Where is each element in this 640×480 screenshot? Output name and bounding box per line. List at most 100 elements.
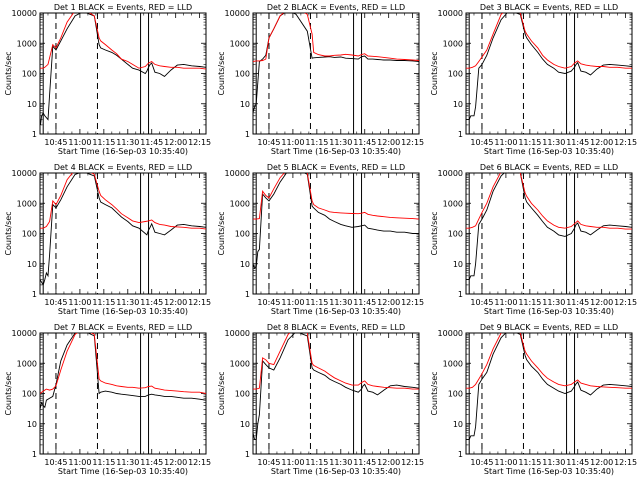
panel-det-8: Det 8 BLACK = Events, RED = LLD 1 10 100 100… [217, 323, 424, 476]
x-tick-label: 12:15 [188, 138, 211, 147]
x-tick-label: 11:30 [116, 138, 139, 147]
x-tick-label: 12:15 [401, 458, 424, 467]
panel-det-5: Det 5 BLACK = Events, RED = LLD 1 10 100 100… [217, 163, 424, 316]
series-group [253, 173, 419, 270]
x-tick-label: 12:00 [590, 298, 613, 307]
x-tick-label: 11:30 [329, 138, 352, 147]
panel-title: Det 8 BLACK = Events, RED = LLD [267, 323, 405, 332]
y-tick-label: 1000 [230, 199, 250, 208]
x-tick-label: 10:45 [44, 298, 67, 307]
x-tick-label: 12:15 [614, 138, 637, 147]
series-group [40, 13, 206, 125]
x-tick-label: 11:00 [68, 138, 91, 147]
y-tick-label: 10 [453, 100, 463, 109]
plot-frame [39, 12, 207, 135]
x-tick-label: 12:15 [188, 458, 211, 467]
lld-series-line [253, 333, 419, 390]
x-axis-title: Start Time (16-Sep-03 10:35:40) [271, 467, 401, 476]
plot-frame [252, 12, 420, 135]
y-tick-label: 1 [245, 290, 250, 299]
x-tick-label: 11:45 [140, 138, 163, 147]
lld-series-line [466, 13, 632, 69]
x-tick-label: 12:00 [164, 458, 187, 467]
series-group [466, 173, 632, 281]
y-tick-label: 1 [458, 130, 463, 139]
x-tick-label: 12:00 [377, 138, 400, 147]
x-tick-label: 10:45 [44, 138, 67, 147]
x-tick-label: 11:30 [116, 458, 139, 467]
y-tick-label: 10 [27, 100, 37, 109]
y-tick-label: 10 [240, 260, 250, 269]
x-tick-label: 11:30 [116, 298, 139, 307]
y-tick-label: 1 [458, 450, 463, 459]
events-series-line [253, 13, 419, 114]
y-tick-label: 100 [235, 390, 250, 399]
y-tick-label: 10 [453, 260, 463, 269]
y-tick-label: 100 [235, 230, 250, 239]
x-tick-label: 12:15 [614, 458, 637, 467]
x-tick-label: 11:30 [329, 458, 352, 467]
series-group [253, 333, 419, 441]
x-tick-label: 11:15 [305, 298, 328, 307]
y-axis-title: Counts/sec [4, 211, 13, 255]
y-tick-label: 1000 [443, 39, 463, 48]
x-tick-label: 10:45 [470, 458, 493, 467]
y-tick-label: 100 [448, 390, 463, 399]
x-tick-label: 11:15 [305, 458, 328, 467]
y-tick-label: 1 [32, 130, 37, 139]
events-series-line [466, 173, 632, 281]
series-group [466, 333, 632, 441]
y-tick-label: 10000 [438, 329, 463, 338]
y-tick-label: 1000 [17, 39, 37, 48]
events-series-line [40, 13, 206, 125]
panel-title: Det 1 BLACK = Events, RED = LLD [54, 3, 192, 12]
panel-title: Det 5 BLACK = Events, RED = LLD [267, 163, 405, 172]
x-tick-label: 12:00 [164, 138, 187, 147]
panel-title: Det 7 BLACK = Events, RED = LLD [54, 323, 192, 332]
lld-series-line [40, 13, 206, 70]
events-series-line [40, 333, 206, 410]
events-series-line [466, 333, 632, 441]
x-tick-label: 11:00 [68, 298, 91, 307]
x-tick-label: 11:30 [329, 298, 352, 307]
y-tick-label: 100 [22, 70, 37, 79]
y-tick-label: 100 [235, 70, 250, 79]
x-tick-label: 11:15 [92, 298, 115, 307]
y-tick-label: 1000 [17, 199, 37, 208]
y-tick-label: 10000 [438, 169, 463, 178]
x-tick-label: 11:45 [140, 458, 163, 467]
x-tick-label: 11:15 [92, 138, 115, 147]
x-tick-label: 12:15 [401, 138, 424, 147]
y-tick-label: 10000 [225, 169, 250, 178]
plot-frame [465, 172, 633, 295]
y-tick-label: 10 [240, 100, 250, 109]
y-axis-title: Counts/sec [217, 371, 226, 415]
events-series-line [40, 173, 206, 286]
y-tick-label: 1000 [443, 199, 463, 208]
y-axis-title: Counts/sec [4, 371, 13, 415]
x-tick-label: 11:45 [566, 458, 589, 467]
panel-det-4: Det 4 BLACK = Events, RED = LLD 1 10 100 100… [4, 163, 211, 316]
y-tick-label: 1 [32, 290, 37, 299]
y-tick-label: 1000 [230, 359, 250, 368]
x-axis-title: Start Time (16-Sep-03 10:35:40) [484, 467, 614, 476]
x-axis-title: Start Time (16-Sep-03 10:35:40) [484, 307, 614, 316]
y-tick-label: 10 [27, 420, 37, 429]
y-axis-title: Counts/sec [217, 51, 226, 95]
panel-det-9: Det 9 BLACK = Events, RED = LLD 1 10 100 100… [430, 323, 637, 476]
y-axis-title: Counts/sec [4, 51, 13, 95]
x-tick-label: 12:00 [377, 298, 400, 307]
x-tick-label: 11:45 [353, 138, 376, 147]
x-tick-label: 11:30 [542, 138, 565, 147]
panel-title: Det 9 BLACK = Events, RED = LLD [480, 323, 618, 332]
panel-title: Det 2 BLACK = Events, RED = LLD [267, 3, 405, 12]
x-tick-label: 10:45 [470, 298, 493, 307]
panel-title: Det 6 BLACK = Events, RED = LLD [480, 163, 618, 172]
y-axis-title: Counts/sec [430, 371, 439, 415]
y-tick-label: 100 [22, 390, 37, 399]
x-tick-label: 10:45 [44, 458, 67, 467]
y-tick-label: 100 [448, 230, 463, 239]
x-tick-label: 11:15 [518, 138, 541, 147]
x-tick-label: 12:15 [614, 298, 637, 307]
x-axis-title: Start Time (16-Sep-03 10:35:40) [271, 307, 401, 316]
